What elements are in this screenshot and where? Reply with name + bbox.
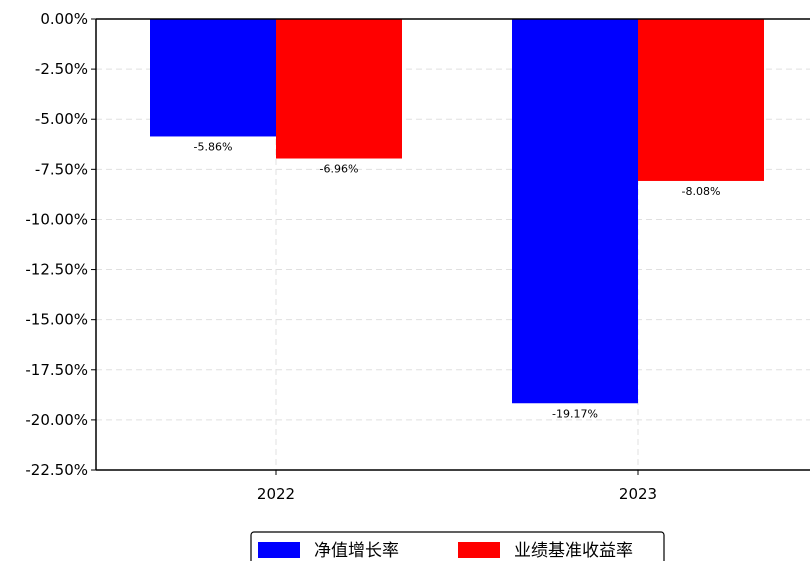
bar-nav-growth-2023 [512,19,638,404]
y-tick-label: -17.50% [25,361,88,379]
legend-box [250,531,665,565]
data-labels: -5.86% -19.17% -6.96% -8.08% [194,140,721,420]
legend-swatch [258,542,300,558]
y-tick-label: -22.50% [25,461,88,479]
y-tick-label: 0.00% [40,10,88,28]
data-label: -8.08% [682,185,721,198]
bar-benchmark-2023 [638,19,764,181]
y-tick-label: -20.00% [25,411,88,429]
bar-nav-growth-2022 [150,19,276,137]
legend: 净值增长率 业绩基准收益率 [250,531,665,565]
y-tick-label: -2.50% [35,60,88,78]
y-tick-label: -5.00% [35,110,88,128]
legend-label: 净值增长率 [314,541,399,561]
x-tick-label: 2022 [257,485,295,503]
data-label: -19.17% [552,407,598,420]
data-label: -6.96% [320,163,359,176]
axes: 0.00% -2.50% -5.00% -7.50% -10.00% -12.50% -15… [25,10,810,503]
x-tick-label: 2023 [619,485,657,503]
bars [150,19,764,404]
y-tick-label: -7.50% [35,160,88,178]
legend-swatch [458,542,500,558]
bar-benchmark-2022 [276,19,402,159]
y-tick-label: -10.00% [25,210,88,228]
data-label: -5.86% [194,140,233,153]
y-tick-label: -15.00% [25,311,88,329]
legend-label: 业绩基准收益率 [514,541,633,561]
y-tick-label: -12.50% [25,261,88,279]
